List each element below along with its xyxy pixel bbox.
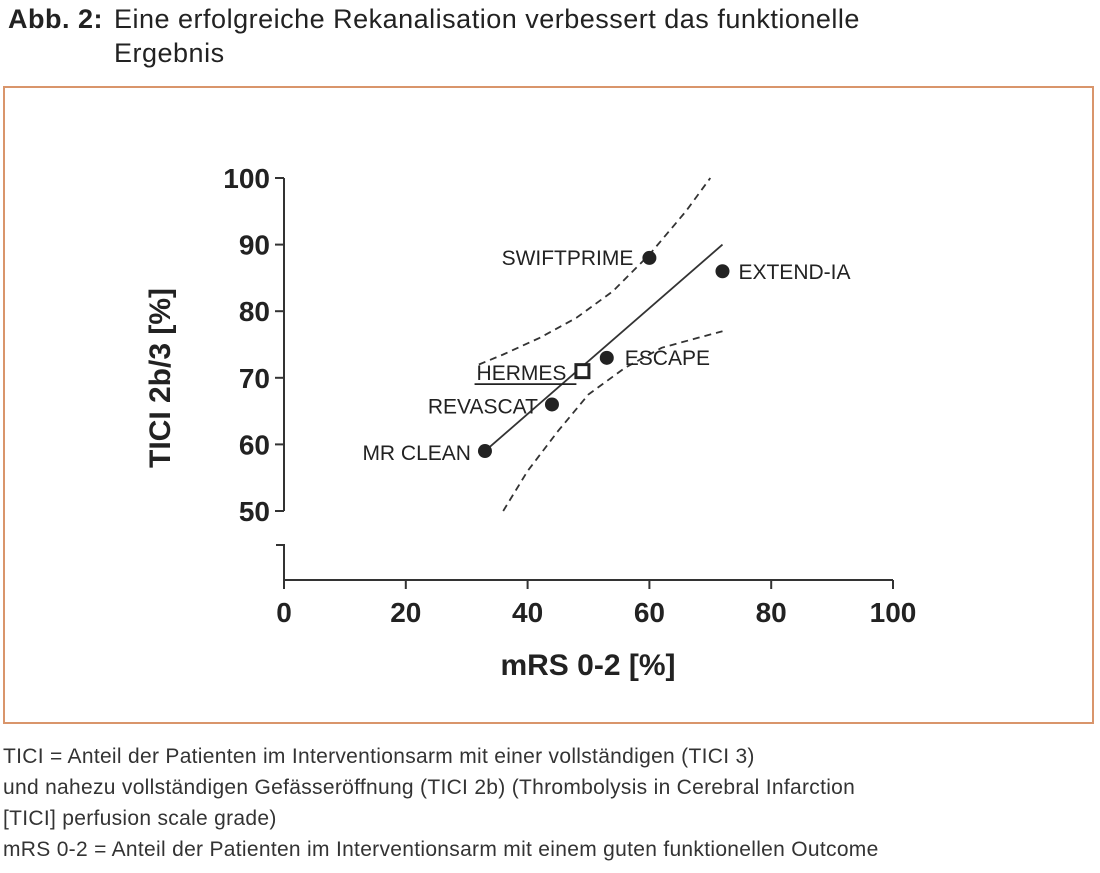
y-tick-label: 80	[239, 296, 270, 327]
y-tick-label: 100	[223, 163, 270, 194]
confidence-band-upper	[478, 177, 712, 366]
x-tick-label: 20	[390, 597, 421, 628]
x-tick-label: 100	[870, 597, 917, 628]
point-hermes	[574, 363, 591, 380]
caption-line: TICI = Anteil der Patienten im Intervent…	[3, 745, 755, 768]
y-tick-label: 50	[239, 496, 270, 527]
figure-label: Abb. 2:	[8, 4, 103, 34]
confidence-band	[478, 177, 723, 512]
axes: 50 60 70 80 90 100 0 20 40 60 80 100	[223, 163, 916, 628]
point-swiftprime	[642, 250, 657, 265]
figure-caption: TICI = Anteil der Patienten im Intervent…	[3, 741, 1093, 865]
y-tick-label: 60	[239, 429, 270, 460]
point-label-swiftprime: SWIFTPRIME	[502, 247, 634, 270]
point-escape	[599, 350, 614, 365]
caption-line: und nahezu vollständigen Gefässeröffnung…	[3, 776, 856, 799]
point-label-escape: ESCAPE	[625, 347, 710, 370]
caption-line: mRS 0-2 = Anteil der Patienten im Interv…	[3, 838, 879, 861]
x-tick-label: 40	[512, 597, 543, 628]
y-axis-label: TICI 2b/3 [%]	[144, 288, 177, 468]
chart-frame	[3, 86, 1094, 724]
point-label-revascat: REVASCAT	[428, 395, 538, 418]
point-label-extend-ia: EXTEND-IA	[738, 261, 850, 284]
point-label-hermes: HERMES	[477, 362, 567, 385]
figure-title: Abb. 2: Eine erfolgreiche Rekanalisation…	[8, 0, 1088, 68]
y-tick-label: 90	[239, 230, 270, 261]
point-revascat	[544, 397, 559, 412]
x-tick-label: 60	[634, 597, 665, 628]
x-tick-label: 80	[756, 597, 787, 628]
regression-line	[484, 243, 724, 452]
figure-title-line-2: Ergebnis	[114, 38, 225, 68]
figure-title-line-1: Eine erfolgreiche Rekanalisation verbess…	[114, 4, 860, 34]
x-tick-label: 0	[276, 597, 292, 628]
point-mr-clean	[477, 444, 492, 459]
regression-line-group	[484, 243, 724, 452]
point-label-mr-clean: MR CLEAN	[362, 442, 471, 465]
data-points: MR CLEAN REVASCAT ESCAPE SWIFTPRIME EXTEND-I…	[362, 247, 850, 465]
x-axis-label: mRS 0-2 [%]	[500, 649, 675, 682]
point-extend-ia	[715, 264, 730, 279]
caption-line: [TICI] perfusion scale grade)	[3, 807, 277, 830]
y-tick-label: 70	[239, 363, 270, 394]
